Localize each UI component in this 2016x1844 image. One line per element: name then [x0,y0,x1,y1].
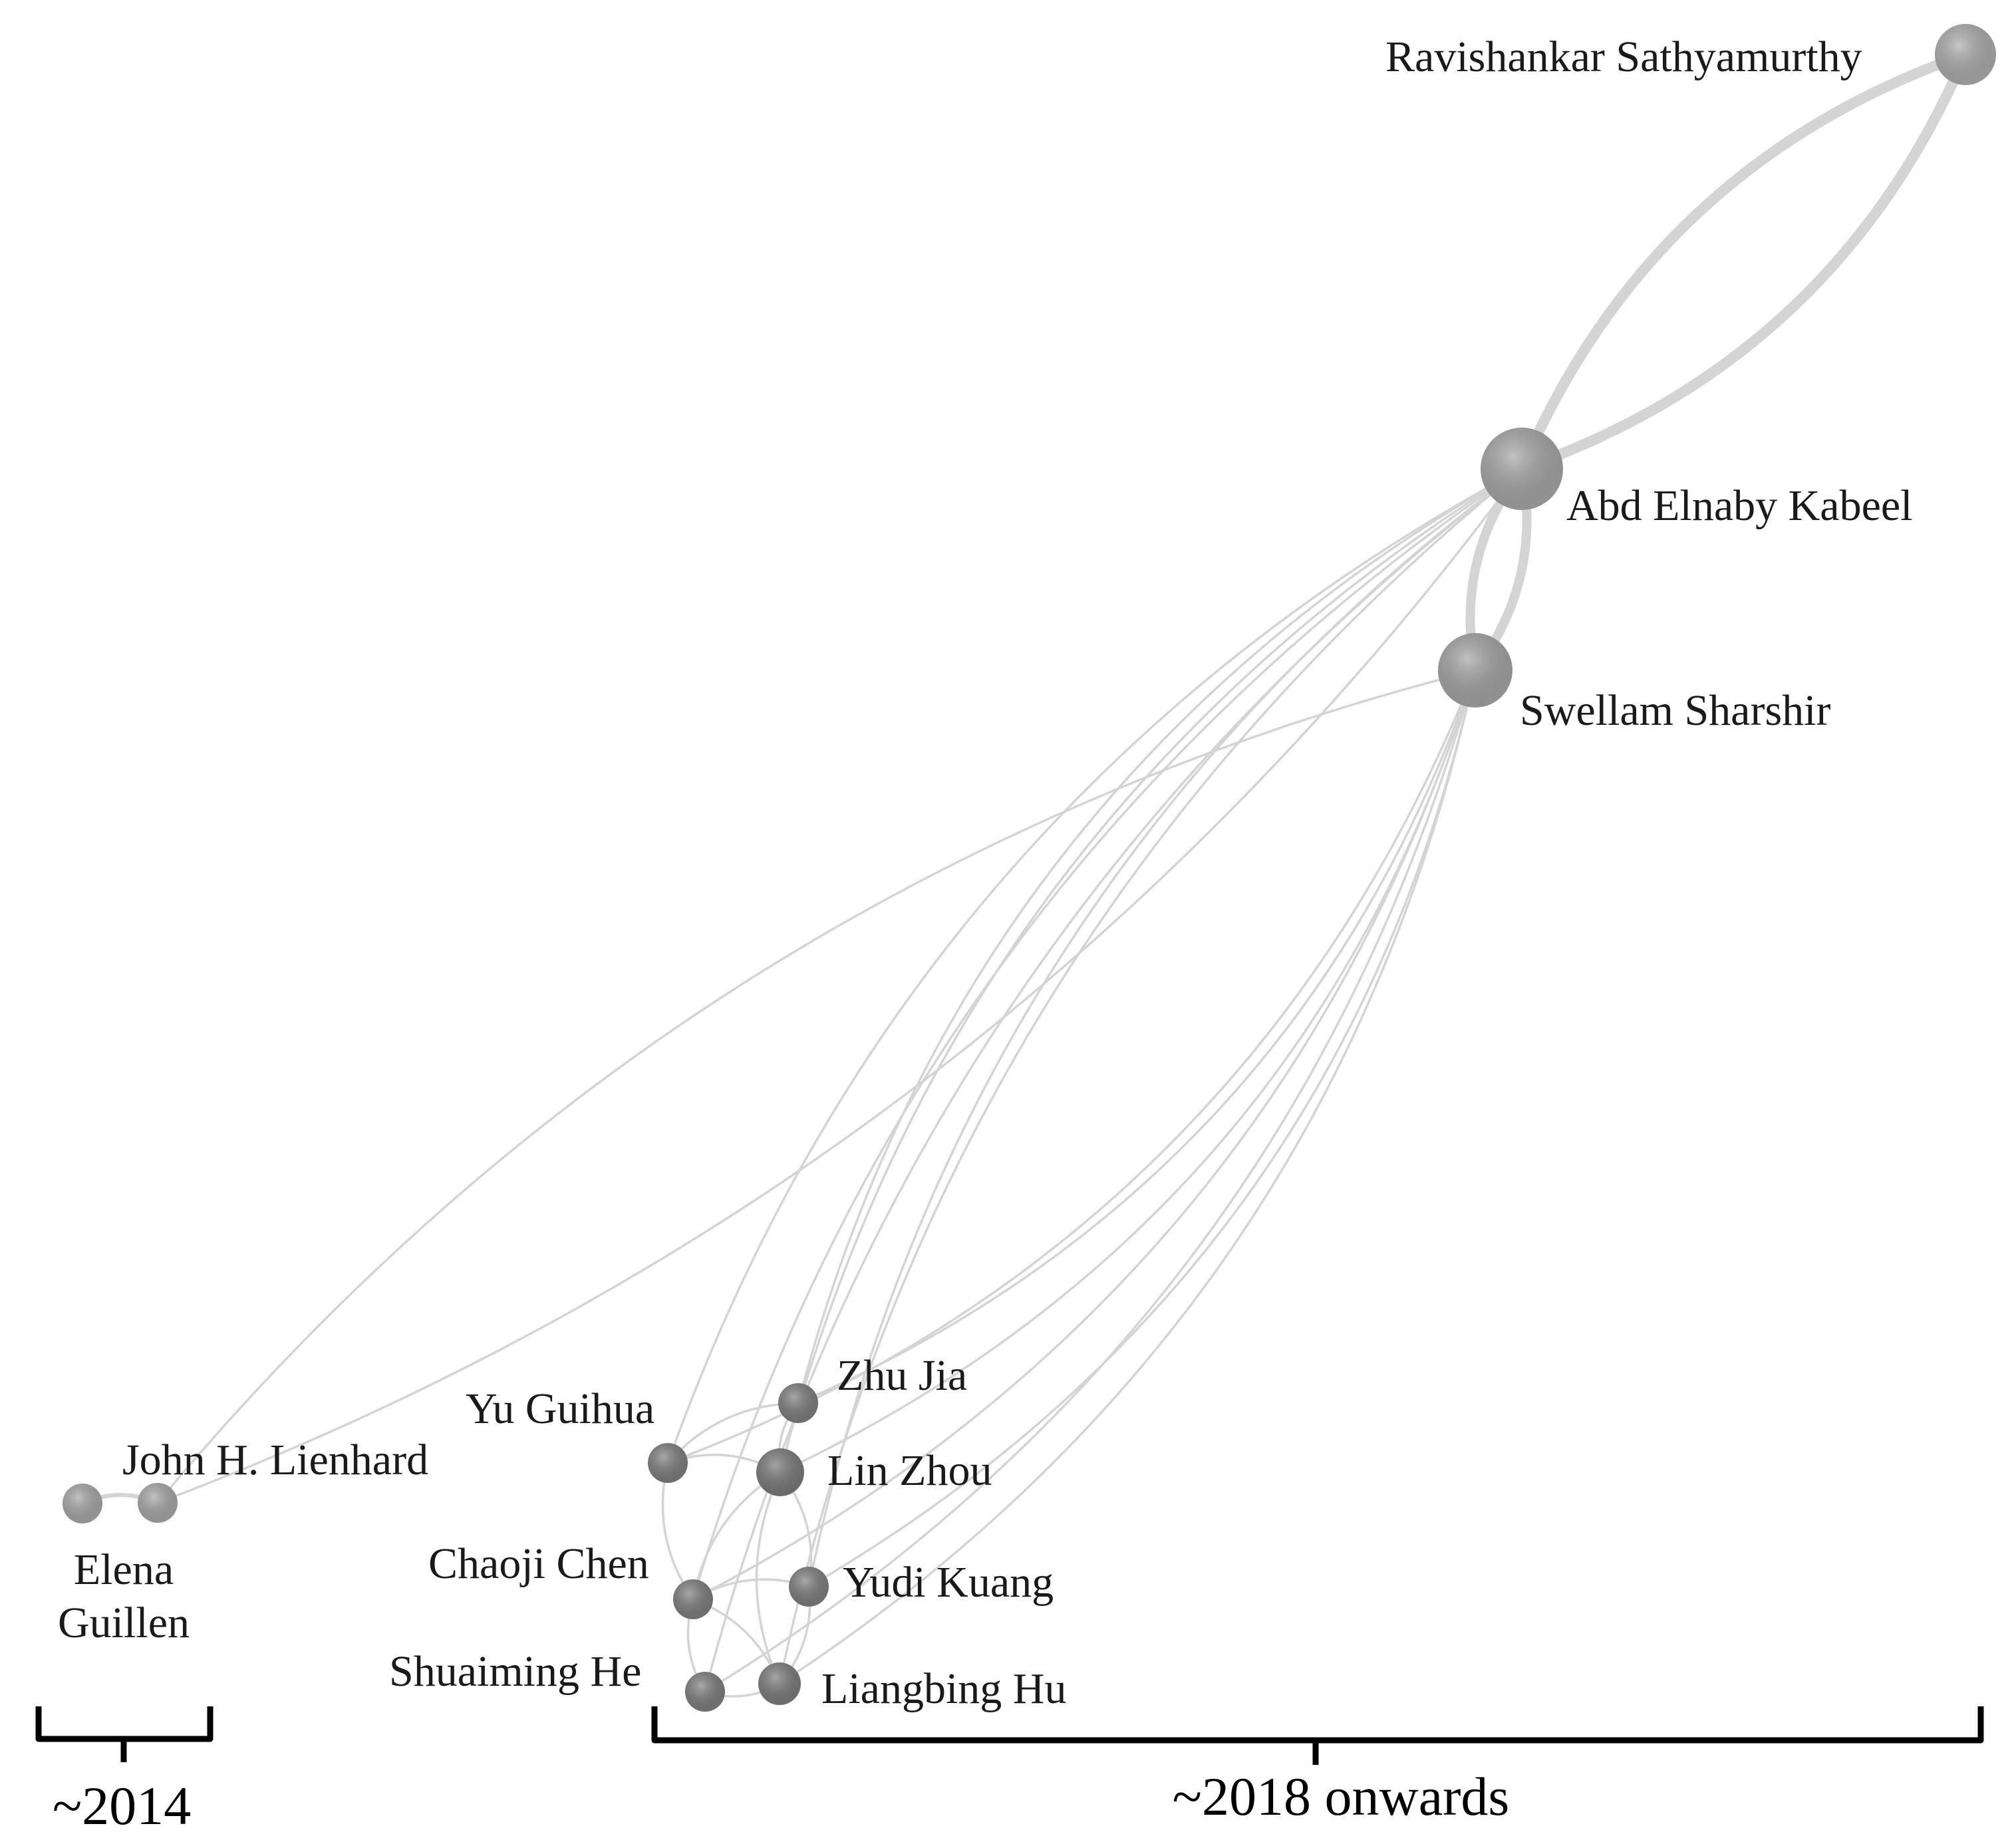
bracket-label-2018-onwards: ~2018 onwards [1173,1766,1510,1827]
edge-liangbing-sharshir [778,669,1477,1685]
node-label-shuaiming: Shuaiming He [389,1647,641,1696]
node-label-ravishankar: Ravishankar Sathyamurthy [1385,33,1862,81]
bracket-2014 [35,1706,214,1762]
node-shade-yudi [789,1567,829,1607]
edge-zhujia-sharshir [797,669,1477,1404]
edge-yuguihua-kabeel [666,467,1523,1464]
node-label-yuguihua: Yu Guihua [466,1384,654,1433]
node-shade-lienhard [138,1483,178,1523]
node-label-yudi: Yudi Kuang [843,1558,1054,1607]
node-shade-linzhou [756,1448,804,1496]
node-label-chaoji: Chaoji Chen [428,1539,649,1588]
node-shade-zhujia [778,1383,818,1423]
node-shade-chaoji [673,1579,713,1619]
edge-linzhou-kabeel [779,467,1523,1474]
node-shade-yuguihua [648,1443,688,1483]
node-shade-guillen [63,1484,102,1523]
node-shade-liangbing [758,1662,801,1705]
edge-linzhou-liangbing [755,1471,782,1685]
node-label-liangbing: Liangbing Hu [821,1664,1066,1713]
node-labels: Ravishankar Sathyamurthy Abd Elnaby Kabe… [58,33,1912,1713]
node-label-sharshir: Swellam Sharshir [1520,686,1830,735]
edge-chaoji-sharshir [692,669,1477,1601]
time-brackets: ~2014 ~2018 onwards [35,1706,1984,1836]
node-label-lienhard: John H. Lienhard [122,1436,428,1484]
edge-shuaiming-sharshir [704,669,1477,1693]
node-label-guillen-line2: Guillen [58,1599,190,1647]
edge-liangbing-kabeel [778,467,1523,1685]
node-shade-shuaiming [685,1672,725,1712]
bracket-label-2014: ~2014 [53,1776,191,1836]
node-label-guillen-line1: Elena [74,1545,174,1594]
edge-yudi-kabeel [807,467,1523,1588]
edge-kabeel-ravishankar-return [1516,49,1971,474]
edge-zhujia-kabeel [797,467,1523,1404]
node-label-linzhou: Lin Zhou [827,1446,992,1495]
edge-yuguihua-sharshir [666,669,1477,1464]
node-label-zhujia: Zhu Jia [837,1351,967,1400]
edge-chaoji-kabeel [692,467,1523,1601]
node-shade-sharshir [1438,633,1512,708]
node-shade-ravishankar [1935,24,1996,85]
edge-yuguihua-chaoji [661,1462,694,1601]
node-label-kabeel: Abd Elnaby Kabeel [1566,481,1913,530]
node-shade-kabeel [1481,428,1563,510]
bracket-2018-onwards [651,1706,1984,1765]
edge-yudi-sharshir [807,669,1477,1588]
nodes [63,24,1996,1712]
edge-kabeel-ravishankar [1516,49,1971,474]
